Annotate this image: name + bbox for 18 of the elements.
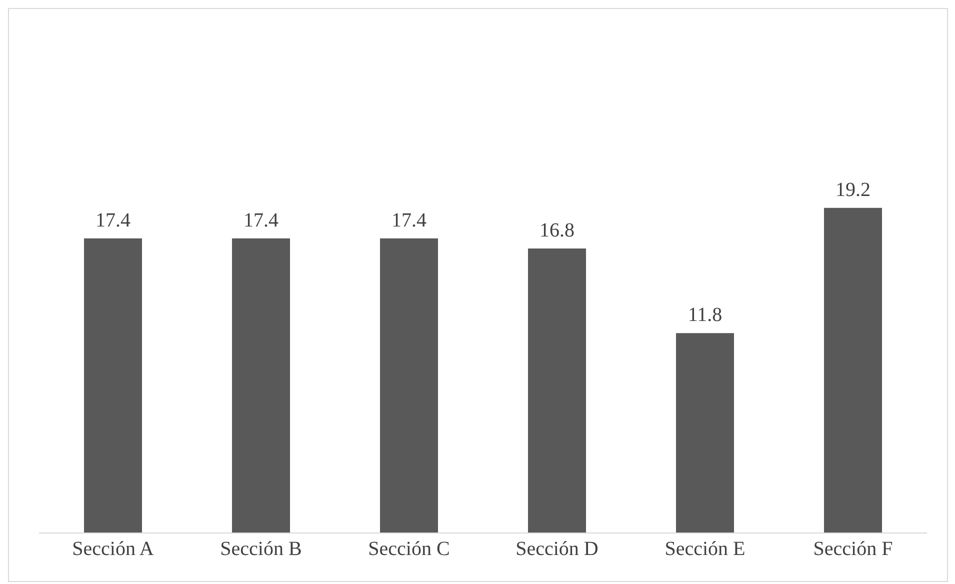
bar	[676, 333, 734, 533]
bar	[380, 238, 438, 533]
data-label: 17.4	[392, 209, 426, 232]
x-tick-label: Sección B	[220, 538, 302, 560]
x-tick-label: Sección F	[813, 538, 893, 560]
data-label: 19.2	[836, 178, 870, 201]
bar	[824, 208, 882, 533]
x-tick-label: Sección E	[664, 538, 746, 560]
bar	[84, 238, 142, 533]
data-label: 11.8	[688, 304, 722, 326]
bar	[232, 238, 290, 533]
x-tick-label: Sección C	[368, 538, 450, 560]
x-tick-label: Sección A	[72, 538, 154, 560]
bar	[528, 248, 586, 533]
data-label: 16.8	[540, 219, 574, 242]
x-tick-label: Sección D	[516, 538, 598, 560]
data-label: 17.4	[244, 209, 278, 232]
data-label: 17.4	[96, 209, 130, 232]
